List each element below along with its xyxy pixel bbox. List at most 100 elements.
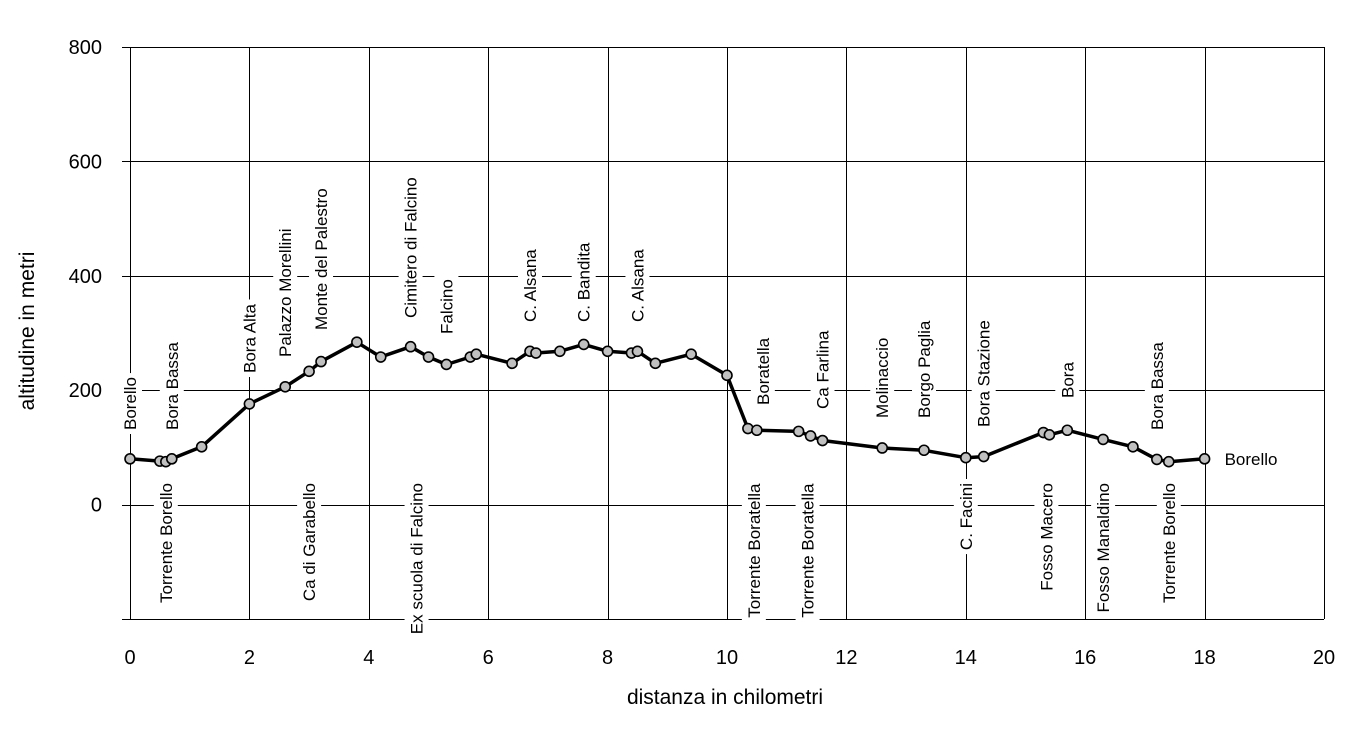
- place-label-text: Falcino: [437, 279, 456, 334]
- x-tick-label: 10: [716, 647, 738, 669]
- data-point: [649, 357, 662, 370]
- data-point: [1151, 453, 1163, 466]
- place-label-text: Borello: [1225, 450, 1278, 469]
- place-label: Torrente Boratella: [741, 479, 766, 622]
- place-label: Ca Farlina: [810, 326, 835, 413]
- data-point: [792, 425, 805, 438]
- data-point: [631, 345, 644, 358]
- place-label-text: Monte del Palestro: [312, 188, 331, 330]
- place-label: Bora Alta: [237, 299, 262, 377]
- place-label: Bora Bassa: [1144, 337, 1169, 434]
- data-point: [351, 336, 363, 348]
- place-label-bg: [153, 479, 178, 608]
- place-label: C. Alsana: [517, 244, 542, 326]
- place-label-bg: [953, 479, 978, 555]
- data-point: [404, 340, 417, 353]
- place-label-text: Torrente Boratella: [745, 483, 764, 618]
- place-label: Torrente Borello: [153, 479, 178, 608]
- y-tick-label: 400: [69, 266, 102, 288]
- place-label-bg: [870, 333, 895, 422]
- place-label: Fosso Manaldino: [1091, 479, 1116, 617]
- data-point: [470, 348, 483, 360]
- x-tick-label: 0: [124, 647, 135, 669]
- place-label: C. Bandita: [571, 238, 596, 326]
- place-label-text: Borgo Paglia: [915, 320, 934, 418]
- place-label-bg: [1144, 337, 1169, 434]
- data-point: [685, 348, 697, 360]
- place-label-text: C. Alsana: [521, 249, 540, 322]
- place-label-bg: [625, 244, 650, 326]
- place-label-bg: [1034, 479, 1059, 595]
- x-tick-label: 16: [1074, 647, 1096, 669]
- data-point: [721, 369, 733, 382]
- place-label: Cimitero di Falcino: [398, 173, 423, 322]
- data-point: [303, 365, 315, 378]
- data-point: [374, 351, 387, 363]
- place-label-text: Torrente Borello: [1160, 483, 1179, 603]
- place-label: Molinaccio: [870, 333, 895, 422]
- place-label-text: Torrente Borello: [157, 483, 176, 603]
- place-label-bg: [912, 316, 937, 422]
- place-label-bg: [741, 479, 766, 622]
- data-point: [751, 424, 763, 437]
- x-tick-label: 14: [955, 647, 977, 669]
- place-label: Ca di Garabello: [297, 479, 322, 606]
- data-point: [1162, 455, 1175, 468]
- data-point: [577, 338, 590, 351]
- place-label: Bora Bassa: [159, 337, 184, 434]
- place-label-bg: [750, 333, 775, 409]
- place-label-bg: [118, 373, 142, 434]
- place-label: Falcino: [434, 275, 459, 338]
- grid: [122, 47, 1325, 620]
- y-tick-label: 800: [69, 37, 102, 59]
- x-tick-label: 2: [244, 647, 255, 669]
- x-tick-label: 12: [835, 647, 857, 669]
- place-label-bg: [1055, 357, 1080, 402]
- data-point: [1043, 429, 1056, 441]
- place-label: Bora: [1055, 357, 1080, 402]
- data-point: [1198, 453, 1211, 465]
- place-label: C. Facini: [953, 479, 978, 555]
- place-label-text: Palazzo Morellini: [276, 229, 295, 358]
- x-axis-label: distanza in chilometri: [627, 686, 823, 709]
- place-label-text: C. Bandita: [575, 242, 594, 322]
- place-label-text: Bora Bassa: [163, 342, 182, 430]
- place-label-text: Bora Bassa: [1148, 342, 1167, 430]
- place-label-bg: [1091, 479, 1116, 617]
- place-label-bg: [971, 316, 996, 431]
- place-label: Boratella: [750, 333, 775, 409]
- place-labels: Borello Bora Bassa Bora Alta Palazzo Morell…: [118, 173, 1281, 639]
- place-label-bg: [159, 337, 184, 434]
- place-label: C. Alsana: [625, 244, 650, 326]
- place-label: Torrente Boratella: [795, 479, 820, 622]
- data-point: [195, 441, 208, 453]
- place-label-text: Cimitero di Falcino: [402, 177, 421, 318]
- data-point: [243, 398, 256, 410]
- place-label: Monte del Palestro: [309, 184, 334, 334]
- y-axis-label: altitudine in metri: [16, 252, 39, 411]
- data-point: [816, 434, 829, 447]
- place-label-text: Bora: [1058, 362, 1077, 398]
- x-tick-label: 18: [1193, 647, 1215, 669]
- place-label: Torrente Borello: [1156, 479, 1181, 608]
- data-point: [315, 355, 327, 368]
- place-label: Borello: [118, 373, 142, 434]
- y-tick-label: 600: [69, 151, 102, 173]
- place-label-bg: [273, 224, 298, 361]
- place-label-bg: [810, 326, 835, 413]
- place-label-text: Bora Alta: [240, 303, 259, 373]
- data-point: [959, 451, 972, 464]
- place-label: Fosso Macero: [1034, 479, 1059, 595]
- x-tick-label: 20: [1313, 647, 1335, 669]
- place-label-bg: [571, 238, 596, 326]
- x-tick-label: 4: [363, 647, 374, 669]
- place-label-text: C. Facini: [957, 483, 976, 550]
- data-point: [876, 442, 889, 454]
- place-label-bg: [309, 184, 334, 334]
- place-label: Borgo Paglia: [912, 316, 937, 422]
- place-label-bg: [398, 173, 423, 322]
- data-point: [422, 351, 435, 363]
- place-label: Bora Stazione: [971, 316, 996, 431]
